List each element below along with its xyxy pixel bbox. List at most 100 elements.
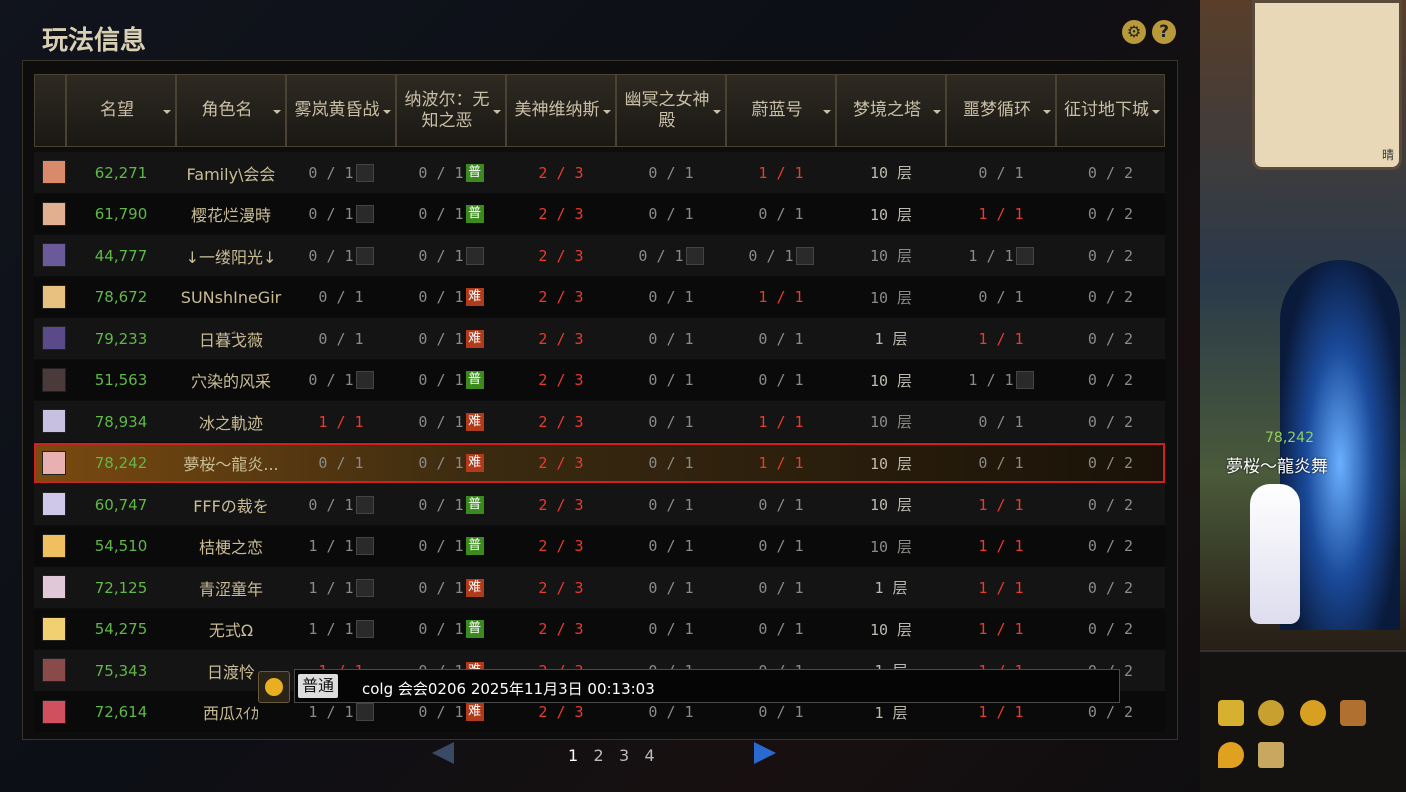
progress-text: 0 / 1	[318, 288, 364, 307]
chat-input[interactable]	[294, 669, 1120, 703]
avatar	[42, 284, 66, 309]
progress-text: 2 / 3	[538, 537, 584, 556]
progress-text: 0 / 2	[1087, 288, 1134, 307]
progress-text: 1 / 1	[978, 620, 1024, 639]
hud-icon[interactable]	[1300, 700, 1326, 726]
progress-cell: 1 / 1	[286, 567, 396, 609]
progress-cell: 0 / 1	[726, 360, 836, 402]
difficulty-badge: 难	[465, 578, 484, 597]
column-header[interactable]: 名望	[66, 74, 176, 147]
progress-text: 0 / 1	[308, 163, 354, 182]
progress-cell: 0 / 2	[1056, 235, 1165, 277]
table-row[interactable]	[34, 525, 1165, 566]
table-row[interactable]	[34, 152, 1165, 193]
hud-icon[interactable]	[1340, 700, 1366, 726]
column-header[interactable]: 角色名	[176, 74, 286, 147]
progress-text: 0 / 1	[758, 205, 804, 224]
progress-text: 0 / 1	[308, 495, 354, 514]
column-header[interactable]: 美神维纳斯	[506, 74, 616, 147]
table-row[interactable]	[34, 608, 1165, 649]
page-number[interactable]: 4	[644, 746, 655, 765]
panel-title: 玩法信息	[42, 26, 147, 56]
progress-cell: 1 / 1	[946, 318, 1056, 360]
progress-text: 0 / 1	[418, 495, 464, 514]
lock-icon	[355, 578, 374, 597]
progress-text: 0 / 2	[1087, 495, 1134, 514]
progress-text: 10 层	[869, 247, 913, 266]
progress-text: 2 / 3	[538, 371, 584, 390]
table-row[interactable]	[34, 567, 1165, 608]
progress-text: 0 / 1	[758, 703, 804, 722]
table-row[interactable]	[34, 235, 1165, 276]
column-header[interactable]: 蔚蓝号	[726, 74, 836, 147]
lock-icon	[1015, 371, 1034, 390]
progress-cell: 2 / 3	[506, 443, 616, 485]
progress-text: 1 / 1	[758, 454, 804, 473]
table-row[interactable]	[34, 193, 1165, 234]
prev-page[interactable]	[432, 742, 454, 764]
progress-cell: 0 / 1	[726, 692, 836, 734]
table-row[interactable]	[34, 276, 1165, 317]
hud-icon[interactable]	[1258, 742, 1284, 768]
settings-button[interactable]: ⚙	[1122, 20, 1146, 44]
next-page[interactable]	[754, 742, 776, 764]
progress-cell: 10 层	[836, 360, 946, 402]
avatar	[42, 575, 66, 599]
column-header[interactable]: 征讨地下城	[1056, 74, 1165, 147]
hud-icon[interactable]	[1218, 700, 1244, 726]
column-header[interactable]: 雾岚黄昏战	[286, 74, 396, 147]
lock-icon	[465, 246, 484, 265]
progress-cell: 2 / 3	[506, 609, 616, 651]
column-header[interactable]: 纳波尔：无知之恶	[396, 74, 506, 147]
column-header[interactable]: 梦境之塔	[836, 74, 946, 147]
table-row[interactable]	[34, 359, 1165, 400]
hud-icon[interactable]	[1218, 742, 1244, 768]
chat-channel[interactable]: 普通	[298, 674, 339, 698]
column-header[interactable]: 幽冥之女神殿	[616, 74, 726, 147]
progress-text: 1 / 1	[978, 578, 1024, 597]
table-row[interactable]	[34, 484, 1165, 525]
column-header[interactable]: 噩梦循环	[946, 74, 1056, 147]
character-name: 无式Ω	[208, 621, 254, 641]
progress-text: 2 / 3	[538, 703, 584, 722]
table-row[interactable]	[34, 442, 1165, 483]
progress-text: 1 / 1	[978, 537, 1024, 556]
page-number[interactable]: 2	[593, 746, 604, 765]
progress-text: 0 / 2	[1087, 371, 1134, 390]
progress-cell: 1 / 1	[946, 692, 1056, 734]
game-scene: 晴 78,242 夢桜～龍炎舞	[1200, 0, 1406, 792]
character-name: SUNshΙneGir	[180, 287, 282, 307]
avatar	[42, 492, 66, 516]
character-name: ↓一缕阳光↓	[185, 247, 277, 267]
progress-text: 0 / 2	[1087, 620, 1134, 639]
progress-cell: 0 / 1	[616, 235, 726, 277]
progress-cell: 1 / 1	[726, 401, 836, 443]
progress-cell: 0 / 1	[946, 443, 1056, 485]
help-button[interactable]: ?	[1152, 20, 1176, 44]
progress-cell: 0 / 1	[616, 692, 726, 734]
progress-text: 2 / 3	[538, 578, 584, 597]
page-number[interactable]: 3	[619, 746, 630, 765]
lock-icon	[795, 246, 814, 265]
progress-cell: 0 / 1	[286, 235, 396, 277]
progress-text: 0 / 1	[758, 620, 804, 639]
table-row[interactable]	[34, 318, 1165, 359]
hud-icon[interactable]	[1258, 700, 1284, 726]
progress-cell: 0 / 1	[286, 318, 396, 360]
progress-text: 0 / 2	[1087, 205, 1134, 224]
progress-text: 2 / 3	[538, 246, 584, 265]
page-number[interactable]: 1	[568, 746, 579, 765]
progress-cell: 0 / 2	[1056, 401, 1165, 443]
progress-text: 1 / 1	[308, 578, 354, 597]
avatar	[42, 367, 66, 392]
progress-cell: 0 / 1	[616, 443, 726, 485]
progress-cell: 1 / 1	[726, 277, 836, 319]
table-row[interactable]	[34, 401, 1165, 442]
lock-icon	[355, 703, 374, 722]
